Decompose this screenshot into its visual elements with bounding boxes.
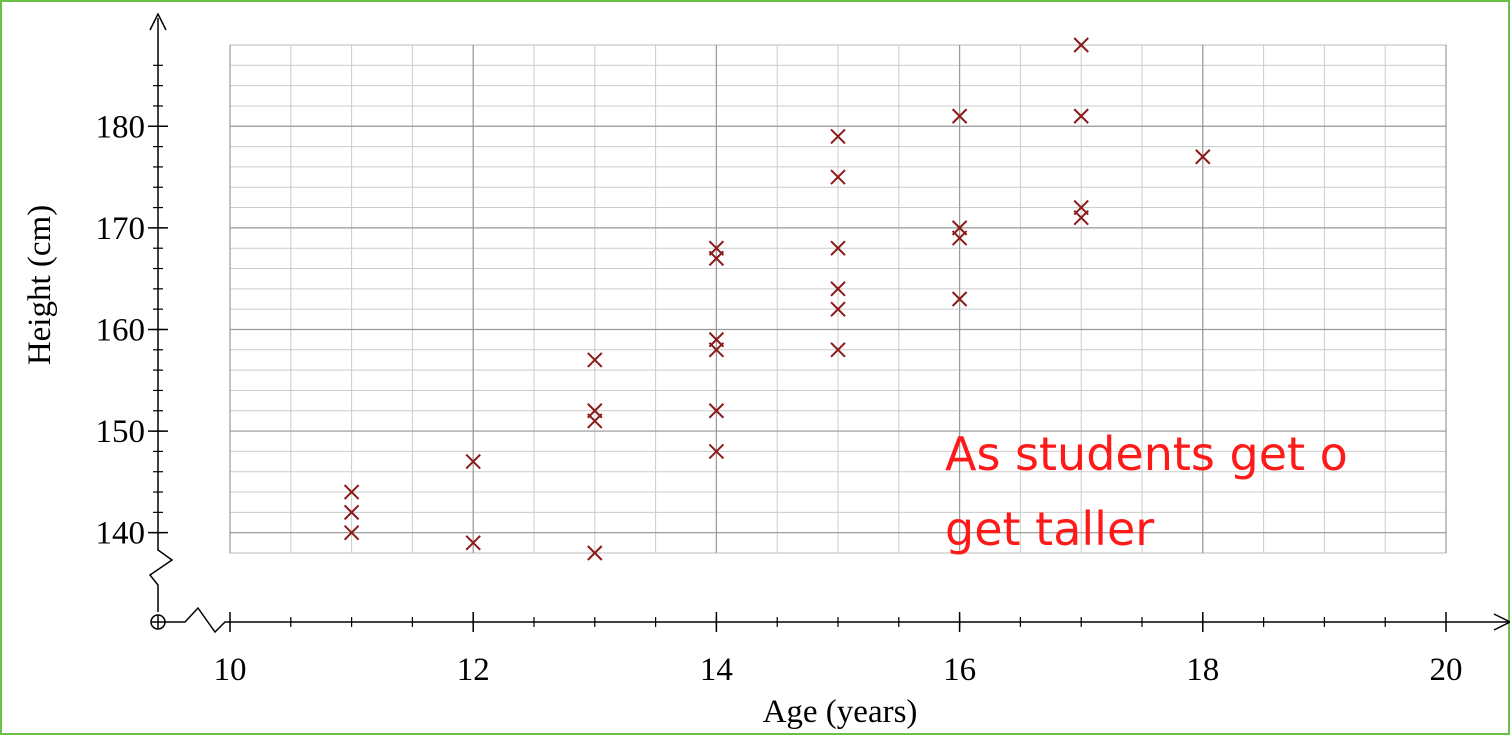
point (343, 524, 360, 541)
point (830, 301, 846, 317)
x-tick-label: 14 (700, 652, 733, 688)
x-tick-label: 12 (457, 652, 490, 688)
point (1195, 149, 1211, 165)
y-arrow (149, 12, 167, 31)
x-tick-label: 16 (943, 652, 976, 688)
point (343, 504, 360, 521)
x-tick-label: 18 (1186, 652, 1219, 688)
point (830, 281, 846, 297)
point (465, 535, 481, 551)
point (830, 240, 846, 256)
x-tick-label: 20 (1430, 652, 1463, 688)
annotation: As students get o (945, 427, 1348, 481)
point (343, 484, 360, 500)
point (708, 443, 725, 460)
point (708, 250, 725, 267)
point (587, 413, 603, 429)
point (587, 545, 603, 561)
x-arrow (1493, 613, 1510, 631)
y-tick-label: 150 (96, 414, 146, 450)
point (1073, 210, 1089, 226)
y-tick-label: 180 (96, 109, 146, 145)
y-tick-label: 170 (96, 211, 146, 247)
y-axis (148, 18, 174, 612)
point (951, 108, 968, 124)
point (465, 453, 481, 470)
point (830, 342, 846, 358)
y-tick-label: 160 (96, 312, 146, 348)
point (1073, 37, 1089, 53)
axes (148, 12, 1510, 634)
x-axis-label: Age (years) (763, 694, 918, 730)
y-axis-label: Height (cm) (22, 205, 58, 365)
y-tick-label: 140 (96, 516, 146, 552)
point (951, 230, 968, 246)
point (830, 169, 846, 185)
point (1073, 108, 1089, 124)
point (587, 352, 603, 368)
point (708, 342, 725, 358)
x-tick-label: 10 (214, 652, 247, 688)
annotation: get taller (945, 502, 1154, 556)
point (951, 291, 968, 307)
point (708, 403, 725, 419)
grid (229, 44, 1447, 554)
point (830, 128, 846, 145)
x-axis (165, 606, 1508, 634)
